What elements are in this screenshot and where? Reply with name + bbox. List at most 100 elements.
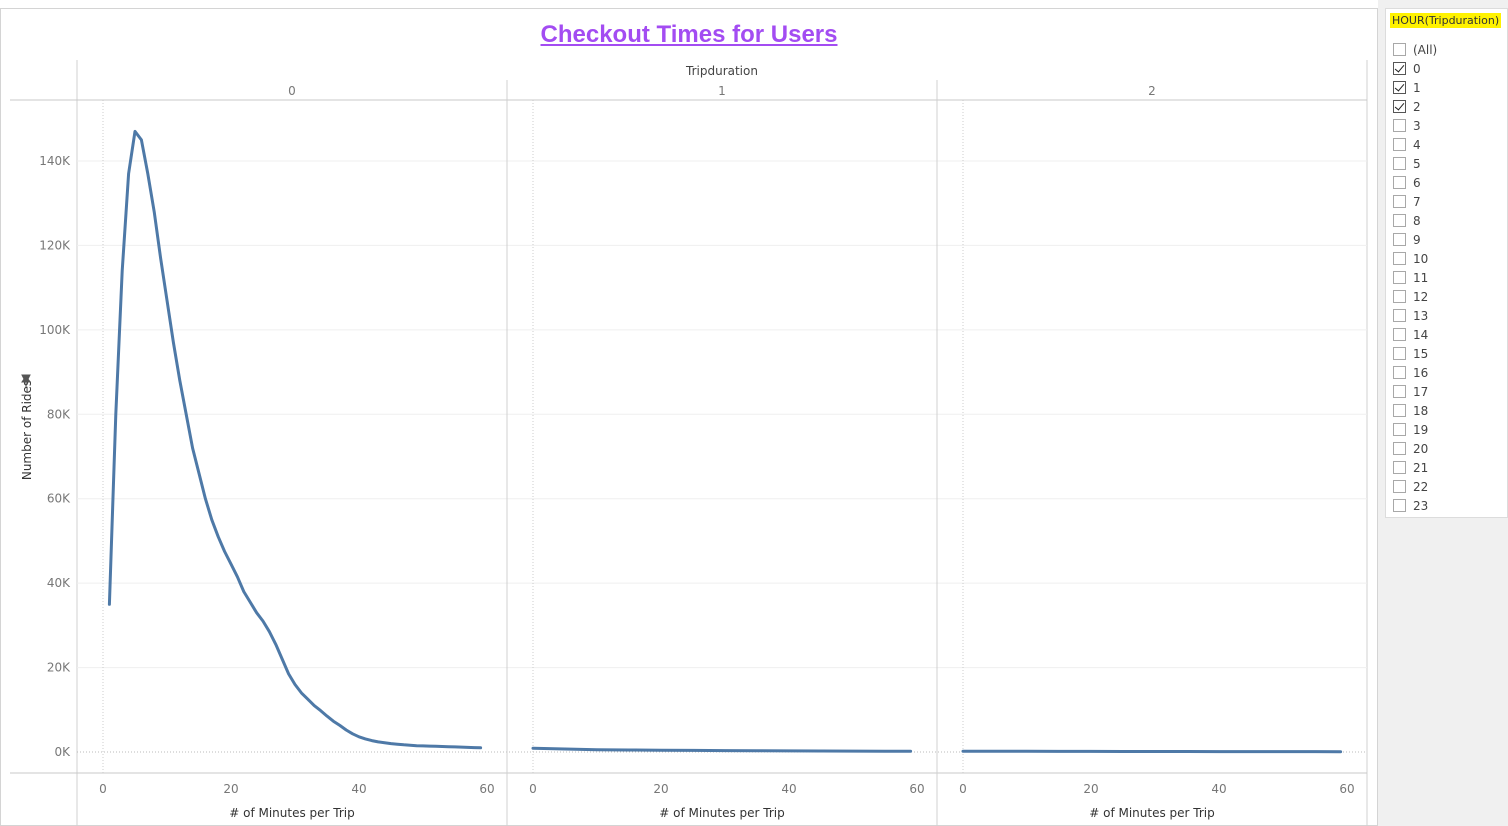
checkbox[interactable] [1393,499,1406,512]
filter-option-label: 17 [1413,384,1429,399]
line-chart: Tripduration 0K 20K 40K 60K 80K 100K 120K 140K Nu… [10,60,1368,826]
filter-option[interactable]: 11 [1393,268,1428,287]
filter-option-label: 0 [1413,61,1421,76]
series-line-2 [961,749,1343,754]
x-tick-label: 20 [1083,782,1098,796]
filter-option-label: 22 [1413,479,1429,494]
filter-option[interactable]: 9 [1393,230,1421,249]
filter-option-label: 11 [1413,270,1429,285]
x-tick-label: 0 [99,782,107,796]
y-tick-label: 120K [39,238,71,252]
series-line-1 [531,746,913,753]
filter-option[interactable]: 0 [1393,59,1421,78]
panel-header-2: 2 [1148,84,1156,98]
filter-option-label: 2 [1413,99,1421,114]
filter-option[interactable]: 6 [1393,173,1421,192]
checkbox[interactable] [1393,366,1406,379]
filter-option-label: 23 [1413,498,1429,513]
filter-option[interactable]: 12 [1393,287,1428,306]
filter-option[interactable]: 22 [1393,477,1428,496]
checkbox[interactable] [1393,100,1406,113]
y-tick-label: 80K [47,407,71,421]
column-header-title: Tripduration [685,64,758,78]
y-tick-label: 100K [39,323,71,337]
filter-option-label: 4 [1413,137,1421,152]
checkbox[interactable] [1393,347,1406,360]
filter-option[interactable]: 19 [1393,420,1428,439]
filter-option-label: 18 [1413,403,1429,418]
checkbox[interactable] [1393,404,1406,417]
checkbox[interactable] [1393,290,1406,303]
x-axis-title: # of Minutes per Trip [1089,806,1215,820]
filter-option-label: 16 [1413,365,1429,380]
checkbox[interactable] [1393,195,1406,208]
x-tick-label: 60 [1339,782,1354,796]
checkbox[interactable] [1393,157,1406,170]
y-tick-label: 140K [39,154,71,168]
filter-option[interactable]: 7 [1393,192,1421,211]
filter-option[interactable]: 18 [1393,401,1428,420]
checkbox[interactable] [1393,62,1406,75]
x-tick-label: 0 [959,782,967,796]
filter-option[interactable]: 10 [1393,249,1428,268]
pin-icon [21,374,31,387]
panel-header-0: 0 [288,84,296,98]
x-axis-title: # of Minutes per Trip [229,806,355,820]
x-tick-label: 20 [223,782,238,796]
filter-option-label: 3 [1413,118,1421,133]
checkbox[interactable] [1393,461,1406,474]
dashboard-title: Checkout Times for Users [540,21,838,48]
filter-option[interactable]: 3 [1393,116,1421,135]
x-tick-label: 40 [351,782,366,796]
checkbox[interactable] [1393,309,1406,322]
checkbox[interactable] [1393,176,1406,189]
dashboard-canvas [0,8,1378,826]
checkbox[interactable] [1393,233,1406,246]
filter-option[interactable]: 23 [1393,496,1428,515]
checkbox[interactable] [1393,328,1406,341]
filter-option-label: 9 [1413,232,1421,247]
checkbox[interactable] [1393,138,1406,151]
x-tick-label: 60 [479,782,494,796]
filter-option-label: 12 [1413,289,1429,304]
y-tick-label: 40K [47,576,71,590]
checkbox[interactable] [1393,214,1406,227]
filter-option[interactable]: 5 [1393,154,1421,173]
filter-option-label: 13 [1413,308,1429,323]
filter-option[interactable]: 20 [1393,439,1428,458]
filter-option-label: 14 [1413,327,1429,342]
filter-option[interactable]: 15 [1393,344,1428,363]
filter-option-label: 1 [1413,80,1421,95]
filter-option[interactable]: 2 [1393,97,1421,116]
filter-option[interactable]: (All) [1393,40,1437,59]
filter-option[interactable]: 13 [1393,306,1428,325]
filter-option[interactable]: 8 [1393,211,1421,230]
filter-option[interactable]: 21 [1393,458,1428,477]
x-tick-label: 40 [1211,782,1226,796]
checkbox[interactable] [1393,423,1406,436]
filter-title: HOUR(Tripduration) [1390,13,1502,28]
filter-option[interactable]: 1 [1393,78,1421,97]
checkbox[interactable] [1393,385,1406,398]
filter-option-label: 7 [1413,194,1421,209]
y-tick-label: 20K [47,661,71,675]
filter-option[interactable]: 17 [1393,382,1428,401]
x-tick-label: 40 [781,782,796,796]
filter-option[interactable]: 16 [1393,363,1428,382]
x-axis-title: # of Minutes per Trip [659,806,785,820]
checkbox[interactable] [1393,480,1406,493]
x-tick-label: 20 [653,782,668,796]
filter-option[interactable]: 4 [1393,135,1421,154]
filter-option-label: (All) [1413,42,1438,57]
y-tick-label: 60K [47,492,71,506]
checkbox[interactable] [1393,43,1406,56]
checkbox[interactable] [1393,252,1406,265]
checkbox[interactable] [1393,271,1406,284]
series-line-0 [107,129,483,750]
filter-option[interactable]: 14 [1393,325,1428,344]
filter-option-label: 10 [1413,251,1429,266]
checkbox[interactable] [1393,442,1406,455]
filter-option-label: 21 [1413,460,1429,475]
checkbox[interactable] [1393,119,1406,132]
checkbox[interactable] [1393,81,1406,94]
